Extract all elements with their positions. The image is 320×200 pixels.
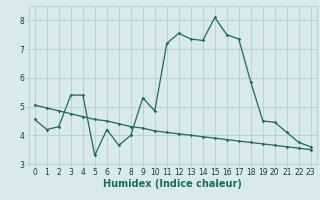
X-axis label: Humidex (Indice chaleur): Humidex (Indice chaleur) xyxy=(103,179,242,189)
